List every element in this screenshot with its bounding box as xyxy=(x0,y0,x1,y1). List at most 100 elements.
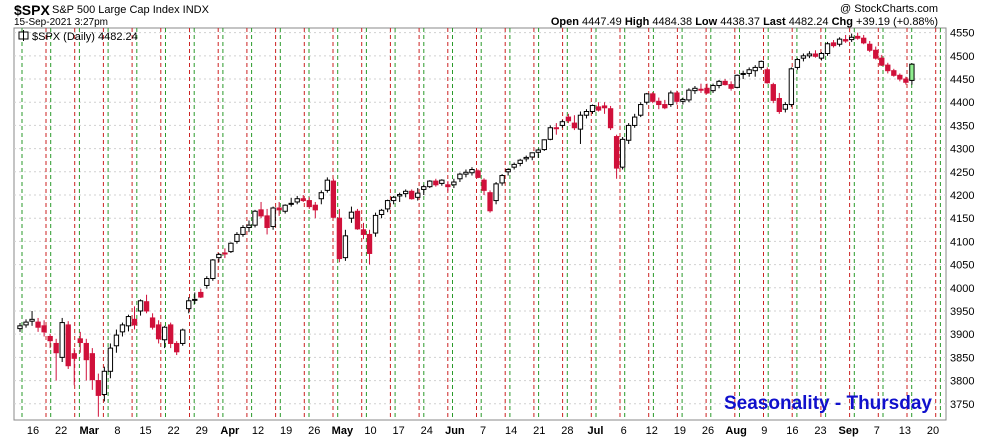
x-tick-label: 14 xyxy=(505,425,517,437)
x-tick-label: 9 xyxy=(761,425,767,437)
y-tick-label: 4450 xyxy=(950,74,974,86)
candle-down xyxy=(336,217,343,260)
candle-up xyxy=(125,316,132,327)
x-tick-label: 29 xyxy=(196,425,208,437)
candle-up xyxy=(692,87,698,92)
candle-down xyxy=(776,98,782,113)
ticker-description: S&P 500 Large Cap Index INDX xyxy=(52,4,209,16)
candle-down xyxy=(861,37,867,44)
last-value: 4482.24 xyxy=(788,16,829,28)
y-axis: 3750 3800 3850 3900 3950 4000 4050 4100 4150 4200… xyxy=(950,28,974,411)
candle-up xyxy=(318,192,324,200)
candle-up xyxy=(716,80,722,87)
y-tick-label: 4350 xyxy=(950,120,974,132)
candle-up xyxy=(342,235,349,259)
candlesticks xyxy=(17,32,915,417)
candle-up xyxy=(396,194,403,197)
candle-down xyxy=(143,301,150,312)
grid-lines xyxy=(14,32,946,405)
candle-down xyxy=(885,64,891,72)
candle-down xyxy=(722,80,728,86)
candle-up xyxy=(589,104,596,113)
high-label: High xyxy=(624,16,650,28)
candle-up xyxy=(192,298,198,301)
candle-last xyxy=(909,63,915,81)
y-tick-label: 4500 xyxy=(950,51,974,63)
x-tick-label: 19 xyxy=(674,425,686,437)
candle-up xyxy=(324,179,331,191)
x-tick-label: 17 xyxy=(393,425,405,437)
candle-up xyxy=(511,163,517,168)
candle-down xyxy=(89,353,95,381)
y-tick-label: 4200 xyxy=(950,190,974,202)
candle-up xyxy=(788,68,795,106)
candle-down xyxy=(897,74,903,80)
candle-up xyxy=(710,85,716,92)
chg-label: Chg xyxy=(831,16,853,28)
candle-up xyxy=(451,181,457,186)
candle-down xyxy=(35,321,41,328)
x-tick-label: 16 xyxy=(27,425,39,437)
candle-up xyxy=(547,127,553,140)
candle-down xyxy=(306,200,312,208)
candle-down xyxy=(704,87,710,94)
candle-up xyxy=(836,38,843,45)
candle-down xyxy=(481,179,487,191)
candle-up xyxy=(113,334,120,347)
x-tick-label: Mar xyxy=(79,425,99,437)
candle-down xyxy=(764,69,770,84)
candle-down xyxy=(360,229,367,235)
candle-up xyxy=(559,121,566,126)
candle-down xyxy=(601,105,608,109)
y-tick-label: 3800 xyxy=(950,376,974,388)
candle-down xyxy=(366,233,373,254)
candle-up xyxy=(204,278,210,286)
seasonality-lines xyxy=(21,28,941,420)
quote-datetime: 15-Sep-2021 3:27pm xyxy=(14,17,108,28)
candle-down xyxy=(553,127,560,130)
y-tick-label: 4050 xyxy=(950,260,974,272)
y-tick-label: 3750 xyxy=(950,399,974,411)
candle-up xyxy=(282,204,288,212)
candle-down xyxy=(854,35,861,39)
x-tick-label: Sep xyxy=(839,425,859,437)
candle-down xyxy=(95,380,102,396)
y-tick-label: 3950 xyxy=(950,306,974,318)
x-tick-label: 12 xyxy=(646,425,658,437)
candle-up xyxy=(59,322,65,358)
candle-up xyxy=(499,175,505,184)
candle-up xyxy=(421,186,427,190)
candle-down xyxy=(595,106,602,111)
legend-label: $SPX (Daily) 4482.24 xyxy=(32,31,138,43)
candle-down xyxy=(409,190,415,200)
candle-up xyxy=(668,92,674,106)
x-tick-label: Apr xyxy=(220,425,240,437)
candle-down xyxy=(830,42,837,47)
candle-up xyxy=(240,226,246,235)
x-tick-label: 21 xyxy=(533,425,545,437)
candle-up xyxy=(806,53,813,57)
candle-up xyxy=(17,325,23,330)
open-value: 4447.49 xyxy=(582,16,622,28)
x-tick-label: 13 xyxy=(899,425,911,437)
y-tick-label: 4100 xyxy=(950,236,974,248)
candle-up xyxy=(680,98,686,102)
candle-down xyxy=(71,353,77,359)
candle-up xyxy=(632,116,638,126)
candle-down xyxy=(131,318,138,326)
candle-down xyxy=(258,209,264,217)
chart-header: $SPX S&P 500 Large Cap Index INDX @ Stoc… xyxy=(0,0,990,28)
candle-down xyxy=(879,57,885,66)
candle-down xyxy=(155,324,162,340)
x-axis: 16 22 Mar 8 15 22 29 Apr 12 19 26 May 10 17 24 Jun 7 14 21… xyxy=(27,425,939,437)
candle-down xyxy=(300,198,306,202)
candle-up xyxy=(583,111,590,116)
ticker-symbol: $SPX xyxy=(14,2,50,18)
candle-up xyxy=(378,209,385,215)
candle-down xyxy=(903,78,909,83)
candle-up xyxy=(800,55,807,59)
candle-up xyxy=(529,152,535,158)
candle-down xyxy=(571,122,578,129)
candle-up xyxy=(541,139,547,151)
